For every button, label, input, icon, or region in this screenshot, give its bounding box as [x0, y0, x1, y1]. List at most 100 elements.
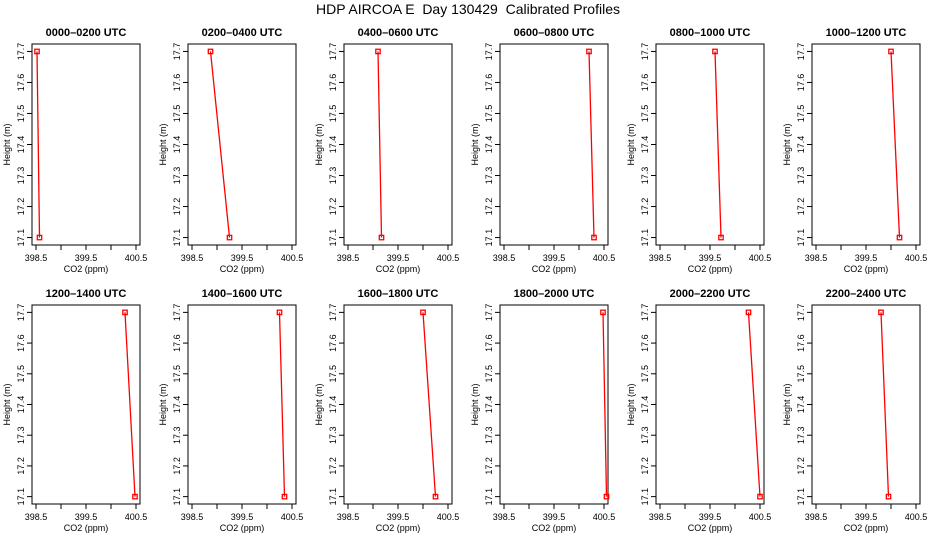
- plot-frame: [187, 43, 297, 246]
- y-tick-label: 17.6: [796, 334, 806, 352]
- x-tick-label: 399.5: [387, 512, 410, 522]
- y-tick-label: 17.7: [484, 43, 494, 61]
- y-tick-label: 17.2: [484, 198, 494, 216]
- x-tick-label: 400.5: [437, 253, 460, 263]
- y-tick-label: 17.1: [484, 229, 494, 247]
- x-tick-label: 400.5: [905, 512, 928, 522]
- x-tick-label: 399.5: [75, 253, 98, 263]
- y-tick-label: 17.7: [328, 304, 338, 322]
- y-axis-label: Height (m): [158, 383, 168, 425]
- x-tick-label: 399.5: [231, 253, 254, 263]
- y-tick-label: 17.5: [172, 365, 182, 383]
- x-tick-label: 398.5: [805, 253, 828, 263]
- series-line: [278, 312, 286, 497]
- x-axis-label: CO2 (ppm): [220, 264, 265, 274]
- series-line: [422, 312, 437, 497]
- data-point: [207, 48, 214, 55]
- x-tick-label: 398.5: [493, 253, 516, 263]
- x-tick-label: 400.5: [905, 253, 928, 263]
- panel-3: 0400–0600 UTC 398.5 399.5 400.5 CO2 (ppm) 17.…: [314, 27, 459, 274]
- x-axis-label: CO2 (ppm): [376, 264, 421, 274]
- y-axis-label: Height (m): [470, 383, 480, 425]
- x-tick-label: 398.5: [181, 512, 204, 522]
- y-tick-label: 17.6: [328, 74, 338, 92]
- y-tick-label: 17.4: [16, 396, 26, 414]
- y-tick-label: 17.3: [172, 426, 182, 444]
- plot-frame: [499, 304, 609, 505]
- x-tick-label: 399.5: [699, 253, 722, 263]
- x-tick-label: 399.5: [543, 512, 566, 522]
- plot-frame: [655, 304, 765, 505]
- panel-title: 0000–0200 UTC: [46, 27, 127, 39]
- y-axis-label: Height (m): [314, 383, 324, 425]
- data-point: [122, 309, 128, 316]
- x-axis-label: CO2 (ppm): [376, 523, 421, 533]
- y-tick-label: 17.7: [796, 304, 806, 322]
- y-axis-label: Height (m): [158, 123, 168, 165]
- y-tick-label: 17.4: [172, 136, 182, 154]
- x-tick-label: 399.5: [231, 512, 254, 522]
- plot-frame: [811, 43, 921, 246]
- plot-frame: [31, 43, 141, 246]
- x-tick-label: 400.5: [593, 512, 616, 522]
- x-tick-label: 399.5: [699, 512, 722, 522]
- y-tick-label: 17.3: [172, 167, 182, 185]
- x-tick-label: 399.5: [855, 253, 878, 263]
- y-tick-label: 17.5: [328, 105, 338, 123]
- panel-12: 2200–2400 UTC 398.5 399.5 400.5 CO2 (ppm) 17.…: [782, 288, 927, 533]
- y-tick-label: 17.5: [484, 365, 494, 383]
- y-tick-label: 17.5: [172, 105, 182, 123]
- panel-title: 1000–1200 UTC: [826, 27, 907, 39]
- y-tick-label: 17.7: [640, 43, 650, 61]
- plot-frame: [811, 304, 921, 505]
- panel-6: 1000–1200 UTC 398.5 399.5 400.5 CO2 (ppm) 17.…: [782, 27, 927, 274]
- y-tick-label: 17.1: [328, 229, 338, 247]
- series-line: [714, 51, 722, 238]
- y-tick-label: 17.2: [172, 198, 182, 216]
- panel-7: 1200–1400 UTC 398.5 399.5 400.5 CO2 (ppm) 17.…: [2, 288, 147, 533]
- series-line: [588, 51, 595, 238]
- y-tick-label: 17.3: [484, 426, 494, 444]
- y-tick-label: 17.6: [640, 74, 650, 92]
- x-axis-label: CO2 (ppm): [532, 523, 577, 533]
- panel-10: 1800–2000 UTC 398.5 399.5 400.5 CO2 (ppm) 17.…: [470, 288, 615, 533]
- y-tick-label: 17.2: [328, 198, 338, 216]
- y-tick-label: 17.6: [16, 74, 26, 92]
- y-tick-label: 17.6: [16, 334, 26, 352]
- y-tick-label: 17.4: [16, 136, 26, 154]
- x-axis-label: CO2 (ppm): [64, 523, 109, 533]
- y-tick-label: 17.3: [328, 167, 338, 185]
- y-tick-label: 17.6: [172, 334, 182, 352]
- y-tick-label: 17.2: [16, 198, 26, 216]
- y-tick-label: 17.2: [640, 457, 650, 475]
- y-axis-label: Height (m): [782, 383, 792, 425]
- data-point: [378, 234, 385, 241]
- data-point: [888, 48, 894, 55]
- panel-11: 2000–2200 UTC 398.5 399.5 400.5 CO2 (ppm) 17.…: [626, 288, 771, 533]
- y-tick-label: 17.1: [172, 229, 182, 247]
- data-point: [432, 493, 439, 500]
- y-tick-label: 17.5: [328, 365, 338, 383]
- y-tick-label: 17.2: [796, 198, 806, 216]
- plot-frame: [343, 43, 453, 246]
- y-tick-label: 17.7: [484, 304, 494, 322]
- y-tick-label: 17.3: [640, 426, 650, 444]
- y-tick-label: 17.7: [640, 304, 650, 322]
- y-tick-label: 17.7: [172, 304, 182, 322]
- y-tick-label: 17.4: [796, 396, 806, 414]
- y-tick-label: 17.4: [640, 136, 650, 154]
- y-axis-label: Height (m): [314, 123, 324, 165]
- series-line: [880, 312, 890, 497]
- x-axis-label: CO2 (ppm): [64, 264, 109, 274]
- y-tick-label: 17.6: [640, 334, 650, 352]
- y-tick-label: 17.1: [796, 229, 806, 247]
- panel-title: 2200–2400 UTC: [826, 288, 907, 300]
- page-title: HDP AIRCOA E Day 130429 Calibrated Profi…: [315, 1, 620, 17]
- y-tick-label: 17.1: [484, 488, 494, 506]
- series-line: [377, 51, 383, 238]
- y-axis-label: Height (m): [2, 383, 12, 425]
- y-tick-label: 17.6: [484, 334, 494, 352]
- x-tick-label: 398.5: [25, 253, 48, 263]
- panel-2: 0200–0400 UTC 398.5 399.5 400.5 CO2 (ppm) 17.…: [158, 27, 303, 274]
